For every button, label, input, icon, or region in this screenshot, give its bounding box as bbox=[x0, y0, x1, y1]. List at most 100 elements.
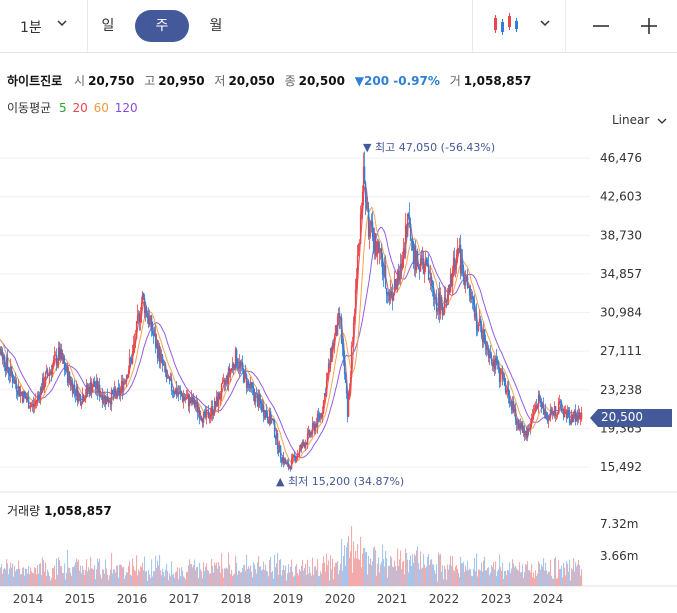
volume-bar bbox=[564, 568, 565, 586]
volume-bar bbox=[271, 572, 272, 586]
volume-bar bbox=[347, 542, 348, 586]
volume-bar bbox=[219, 566, 220, 586]
y-tick-label: 38,730 bbox=[600, 228, 642, 242]
candle-body bbox=[529, 429, 530, 430]
volume-bar bbox=[188, 565, 189, 586]
volume-bar bbox=[555, 557, 556, 586]
volume-bar bbox=[141, 567, 142, 586]
candle-body bbox=[64, 363, 65, 370]
candle-body bbox=[291, 458, 292, 469]
candle-body bbox=[323, 400, 324, 413]
volume-bar bbox=[501, 571, 502, 586]
volume-bar bbox=[148, 570, 149, 586]
volume-bar bbox=[338, 574, 339, 586]
volume-bar bbox=[83, 570, 84, 586]
volume-bar bbox=[247, 569, 248, 586]
volume-bar bbox=[68, 568, 69, 586]
volume-bar bbox=[71, 576, 72, 586]
volume-bar bbox=[426, 566, 427, 586]
candle-body bbox=[382, 258, 383, 274]
candle-body bbox=[16, 384, 17, 391]
candle-body bbox=[342, 343, 343, 347]
candle-body bbox=[74, 385, 75, 390]
volume-bar bbox=[123, 567, 124, 586]
candle-body bbox=[386, 288, 387, 294]
volume-bar bbox=[522, 564, 523, 586]
candle-body bbox=[531, 418, 532, 424]
volume-bar bbox=[581, 569, 582, 586]
volume-bar bbox=[492, 567, 493, 586]
volume-bar bbox=[185, 579, 186, 586]
volume-bar bbox=[79, 571, 80, 586]
volume-bar bbox=[197, 567, 198, 586]
volume-bar bbox=[569, 560, 570, 586]
candle-body bbox=[485, 343, 486, 346]
volume-bar bbox=[441, 572, 442, 586]
volume-bar bbox=[461, 563, 462, 586]
volume-bar bbox=[341, 539, 342, 586]
candle-body bbox=[107, 396, 108, 401]
candle-body bbox=[551, 410, 552, 414]
volume-bar bbox=[254, 564, 255, 586]
candle-body bbox=[220, 397, 221, 399]
candle-body bbox=[112, 390, 113, 393]
volume-bar bbox=[227, 569, 228, 586]
candle-body bbox=[378, 242, 379, 253]
volume-bar bbox=[18, 561, 19, 586]
volume-bar bbox=[139, 571, 140, 586]
volume-bar bbox=[46, 576, 47, 586]
volume-bar bbox=[177, 567, 178, 586]
candle-body bbox=[252, 386, 253, 387]
volume-bar bbox=[293, 577, 294, 586]
volume-bar bbox=[335, 563, 336, 586]
candle-body bbox=[356, 278, 357, 290]
candle-body bbox=[296, 458, 297, 462]
volume-bar bbox=[216, 563, 217, 586]
candle-body bbox=[500, 371, 501, 383]
candle-body bbox=[29, 408, 30, 409]
volume-bar bbox=[100, 575, 101, 586]
candle-body bbox=[558, 402, 559, 414]
volume-tick-label: 7.32m bbox=[600, 517, 638, 531]
candle-body bbox=[490, 354, 491, 358]
candle-body bbox=[225, 380, 226, 384]
volume-bar bbox=[24, 576, 25, 586]
volume-bar bbox=[167, 571, 168, 586]
volume-bar bbox=[387, 578, 388, 586]
volume-bar bbox=[288, 564, 289, 586]
candle-body bbox=[7, 358, 8, 370]
volume-bar bbox=[220, 573, 221, 586]
volume-bar bbox=[553, 579, 554, 586]
volume-bar bbox=[294, 576, 295, 586]
volume-bar bbox=[576, 567, 577, 586]
volume-bar bbox=[154, 571, 155, 586]
candle-body bbox=[402, 258, 403, 268]
candle-body bbox=[103, 400, 104, 403]
candle-body bbox=[194, 398, 195, 407]
volume-bar bbox=[180, 576, 181, 586]
candle-body bbox=[443, 313, 444, 315]
volume-bar bbox=[313, 575, 314, 586]
candle-body bbox=[445, 297, 446, 300]
candle-body bbox=[408, 214, 409, 216]
volume-bar bbox=[82, 566, 83, 586]
volume-bar bbox=[350, 551, 351, 586]
candle-body bbox=[317, 414, 318, 427]
volume-bar bbox=[160, 570, 161, 586]
candle-body bbox=[469, 286, 470, 295]
candle-body bbox=[313, 423, 314, 424]
volume-bar bbox=[561, 566, 562, 586]
volume-bar bbox=[411, 566, 412, 586]
volume-bar bbox=[503, 579, 504, 586]
volume-bar bbox=[266, 571, 267, 586]
candle-body bbox=[465, 280, 466, 286]
volume-bar bbox=[336, 563, 337, 586]
volume-bar bbox=[332, 559, 333, 586]
volume-bar bbox=[32, 573, 33, 586]
volume-bar bbox=[451, 566, 452, 586]
candle-body bbox=[418, 266, 419, 269]
volume-bar bbox=[357, 544, 358, 586]
volume-bar bbox=[403, 561, 404, 586]
volume-bar bbox=[484, 557, 485, 586]
